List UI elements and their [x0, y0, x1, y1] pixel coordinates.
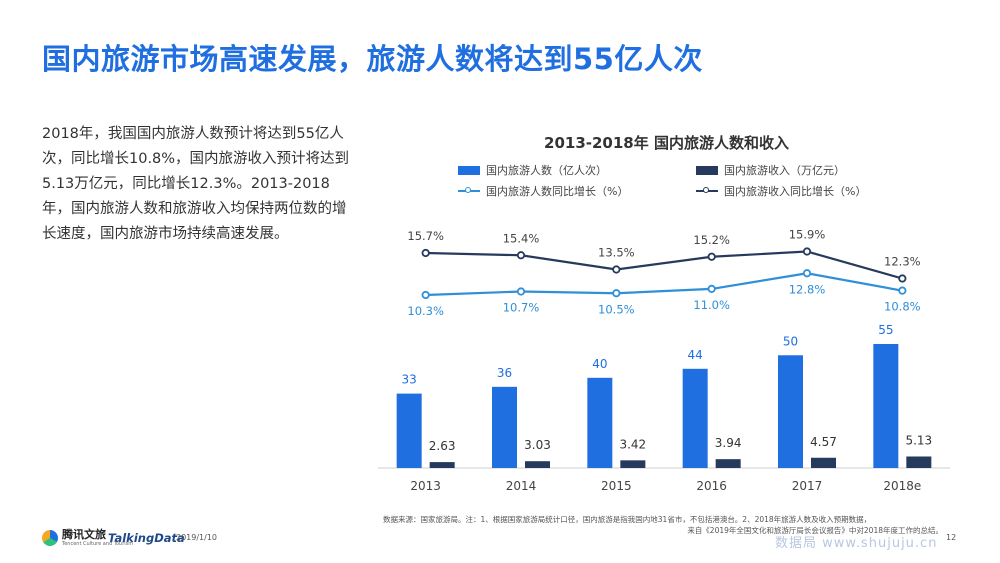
bar-label-visitors-2015: 40 — [592, 357, 607, 371]
bar-revenue-2018e — [906, 456, 932, 468]
point-visitors-growth-2018e — [898, 286, 907, 295]
source-line-1: 数据来源：国家旅游局。注：1、根据国家旅游局统计口径，国内旅游是指我国内地31省… — [383, 515, 872, 524]
x-tick-label-2014: 2014 — [506, 479, 537, 493]
bar-revenue-2015 — [620, 460, 646, 468]
bar-revenue-2014 — [525, 461, 550, 468]
legend-label-visitors-growth: 国内旅游人数同比增长（%） — [486, 185, 629, 198]
tencent-culture-logo: 腾讯文旅 Tencent Culture and Tourism — [42, 529, 133, 547]
bar-revenue-2017 — [811, 457, 836, 468]
bar-visitors-2013 — [396, 393, 422, 468]
legend-item-revenue-growth: 国内旅游收入同比增长（%） — [696, 183, 866, 199]
bar-label-visitors-2017: 50 — [783, 334, 798, 348]
point-label-visitors-growth-2015: 10.5% — [598, 302, 635, 316]
bar-visitors-2014 — [492, 386, 517, 468]
bar-label-visitors-2018e: 55 — [878, 323, 893, 337]
bar-revenue-2016 — [715, 459, 741, 468]
brand1-label: 腾讯文旅 — [62, 528, 106, 541]
bar-label-visitors-2013: 33 — [402, 373, 417, 387]
point-label-visitors-growth-2018e: 10.8% — [884, 300, 921, 314]
line-revenue-growth — [425, 250, 903, 280]
bar-label-revenue-2016: 3.94 — [715, 436, 742, 450]
point-label-visitors-growth-2017: 12.8% — [789, 282, 826, 296]
point-visitors-growth-2015 — [612, 289, 621, 298]
legend-swatch-visitors — [458, 165, 480, 175]
point-revenue-growth-2018e — [898, 274, 907, 283]
point-revenue-growth-2014 — [516, 251, 526, 260]
point-label-revenue-growth-2018e: 12.3% — [884, 255, 921, 269]
point-label-revenue-growth-2017: 15.9% — [789, 228, 826, 242]
point-label-visitors-growth-2013: 10.3% — [407, 304, 444, 318]
point-revenue-growth-2013 — [421, 248, 430, 258]
page-number: 12 — [946, 533, 957, 542]
x-tick-label-2015: 2015 — [601, 479, 632, 493]
legend-item-visitors-growth: 国内旅游人数同比增长（%） — [458, 183, 628, 199]
x-tick-label-2013: 2013 — [410, 479, 441, 493]
point-label-visitors-growth-2016: 11.0% — [693, 298, 730, 312]
point-label-revenue-growth-2014: 15.4% — [503, 231, 540, 245]
x-tick-label-2018e: 2018e — [883, 479, 921, 493]
point-visitors-growth-2016 — [707, 284, 716, 294]
point-visitors-growth-2014 — [516, 287, 526, 296]
source-note: 数据来源：国家旅游局。注：1、根据国家旅游局统计口径，国内旅游是指我国内地31省… — [383, 514, 943, 536]
point-revenue-growth-2017 — [802, 247, 812, 256]
legend-label-visitors: 国内旅游人数（亿人次） — [486, 164, 607, 177]
legend-swatch-visitors-growth — [458, 187, 480, 193]
point-label-revenue-growth-2016: 15.2% — [693, 233, 730, 247]
bar-label-revenue-2018e: 5.13 — [905, 434, 932, 448]
legend-label-revenue: 国内旅游收入（万亿元） — [724, 164, 845, 177]
bar-label-revenue-2017: 4.57 — [810, 435, 837, 449]
legend-label-revenue-growth: 国内旅游收入同比增长（%） — [724, 185, 867, 198]
legend-item-revenue: 国内旅游收入（万亿元） — [696, 162, 845, 178]
point-revenue-growth-2016 — [707, 252, 716, 261]
point-visitors-growth-2013 — [421, 290, 430, 300]
source-line-2: 来自《2019年全国文化和旅游厅局长会议报告》中对2018年度工作的总结。 — [687, 526, 943, 535]
bar-label-revenue-2015: 3.42 — [619, 437, 646, 451]
watermark: 数据局 www.shujuju.cn — [775, 536, 938, 551]
description-text: 2018年，我国国内旅游人数预计将达到55亿人次，同比增长10.8%，国内旅游收… — [42, 126, 350, 242]
bar-revenue-2013 — [429, 462, 455, 468]
x-tick-label-2017: 2017 — [792, 479, 823, 493]
point-label-revenue-growth-2013: 15.7% — [407, 229, 444, 243]
bar-label-revenue-2014: 3.03 — [524, 438, 551, 452]
bar-visitors-2018e — [873, 344, 899, 468]
line-visitors-growth — [425, 272, 903, 297]
point-visitors-growth-2017 — [802, 269, 812, 278]
point-revenue-growth-2015 — [612, 265, 621, 274]
bar-label-visitors-2014: 36 — [497, 366, 512, 380]
bar-visitors-2017 — [778, 355, 803, 468]
legend-swatch-revenue — [696, 165, 718, 175]
point-label-revenue-growth-2015: 13.5% — [598, 246, 635, 260]
tencent-logo-icon — [42, 530, 58, 546]
x-tick-label-2016: 2016 — [696, 479, 727, 493]
talkingdata-logo: TalkingData — [108, 531, 185, 545]
bar-visitors-2015 — [587, 377, 613, 468]
legend-swatch-revenue-growth — [696, 187, 718, 193]
chart-title: 2013-2018年 国内旅游人数和收入 — [544, 134, 789, 152]
bar-visitors-2016 — [682, 368, 708, 468]
report-date: 2019/1/10 — [176, 533, 218, 542]
page-title: 国内旅游市场高速发展，旅游人数将达到55亿人次 — [42, 42, 703, 76]
legend-item-visitors: 国内旅游人数（亿人次） — [458, 162, 607, 178]
point-label-visitors-growth-2014: 10.7% — [503, 301, 540, 315]
brand1-sublabel: Tencent Culture and Tourism — [62, 541, 134, 547]
bar-label-visitors-2016: 44 — [688, 348, 703, 362]
bar-label-revenue-2013: 2.63 — [429, 439, 456, 453]
